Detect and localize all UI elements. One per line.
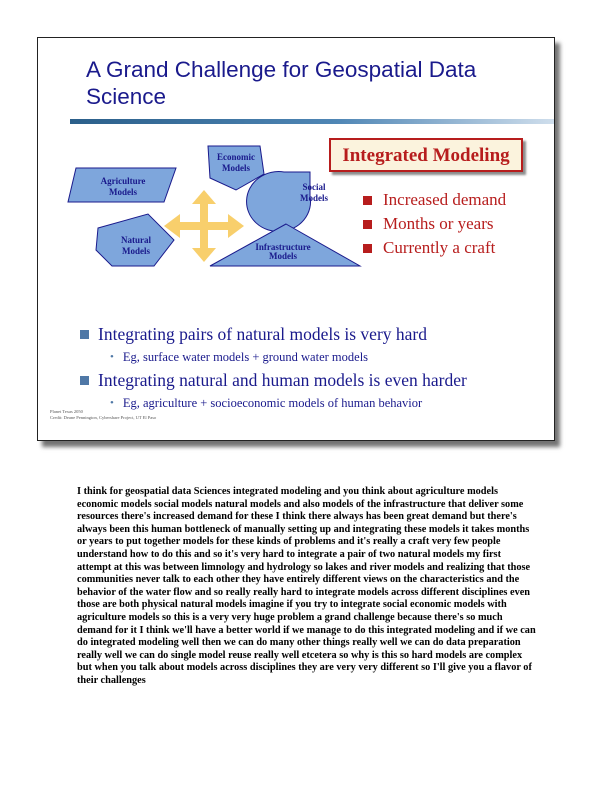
economic-label-2: Models bbox=[222, 163, 250, 173]
models-diagram: Economic Models Agriculture Models Socia… bbox=[67, 145, 362, 267]
integrated-modeling-list: Increased demand Months or years Current… bbox=[363, 188, 506, 260]
natural-label-2: Models bbox=[122, 246, 150, 256]
agriculture-label-1: Agriculture bbox=[101, 176, 146, 186]
slide-credits: Planet Texas 2050 Credit: Deane Penningt… bbox=[50, 409, 157, 420]
agriculture-models-shape bbox=[67, 167, 177, 203]
sub-list-item: • Eg, agriculture + socioeconomic models … bbox=[110, 395, 423, 410]
four-way-arrow-icon bbox=[164, 190, 244, 262]
square-bullet-icon bbox=[363, 195, 372, 205]
main-bullet-list: Integrating pairs of natural models is v… bbox=[80, 323, 550, 415]
square-bullet-icon bbox=[80, 329, 89, 339]
transcript-text: I think for geospatial data Sciences int… bbox=[77, 486, 536, 686]
list-item: Months or years bbox=[363, 212, 506, 236]
list-item: Currently a craft bbox=[363, 236, 506, 260]
infrastructure-label-2: Models bbox=[269, 251, 297, 261]
social-label-2: Models bbox=[300, 193, 328, 203]
social-models-shape bbox=[246, 171, 312, 233]
natural-models-shape bbox=[95, 213, 175, 267]
slide: A Grand Challenge for Geospatial Data Sc… bbox=[37, 37, 555, 441]
sub-list-item: • Eg, surface water models + ground water… bbox=[110, 349, 369, 364]
natural-label-1: Natural bbox=[121, 235, 151, 245]
list-item: Integrating natural and human models is … bbox=[80, 369, 550, 391]
square-bullet-icon bbox=[363, 243, 372, 253]
list-item: Increased demand bbox=[363, 188, 506, 212]
list-item: Integrating pairs of natural models is v… bbox=[80, 323, 550, 345]
integrated-modeling-box: Integrated Modeling bbox=[329, 138, 523, 172]
infrastructure-models-shape bbox=[209, 223, 362, 267]
economic-label-1: Economic bbox=[217, 152, 255, 162]
social-label-1: Social bbox=[302, 182, 326, 192]
infrastructure-label-1: Infrastructure bbox=[255, 242, 310, 252]
economic-models-shape bbox=[207, 145, 265, 191]
dot-bullet-icon: • bbox=[110, 351, 114, 363]
title-divider bbox=[70, 119, 554, 124]
slide-title: A Grand Challenge for Geospatial Data Sc… bbox=[86, 57, 477, 109]
square-bullet-icon bbox=[80, 375, 89, 385]
agriculture-label-2: Models bbox=[109, 187, 137, 197]
dot-bullet-icon: • bbox=[110, 397, 114, 409]
square-bullet-icon bbox=[363, 219, 372, 229]
